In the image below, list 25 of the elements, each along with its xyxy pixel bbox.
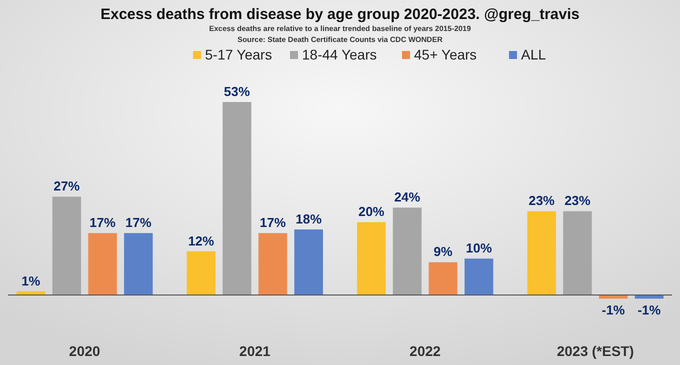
data-label: 17%	[90, 215, 116, 230]
data-label: 1%	[21, 273, 41, 288]
legend-label: 45+ Years	[414, 46, 477, 62]
data-label: 20%	[358, 204, 385, 220]
data-label: 27%	[54, 178, 80, 194]
legend-label: 18-44 Years	[302, 46, 377, 62]
data-label: -1%	[602, 302, 626, 318]
data-label: 12%	[188, 233, 215, 248]
x-tick-label: 2022	[410, 343, 441, 359]
legend-label: ALL	[521, 46, 546, 62]
x-tick-label: 2021	[239, 343, 271, 359]
data-label: 24%	[394, 190, 421, 205]
data-label: 23%	[528, 193, 556, 208]
data-label: 17%	[125, 215, 152, 230]
legend-label: 5-17 Years	[205, 46, 272, 62]
chart-title: Excess deaths from disease by age group 2020-2023. @greg_travis	[100, 6, 580, 23]
data-label: 17%	[260, 215, 286, 230]
data-label: 18%	[296, 211, 322, 226]
data-label: 23%	[564, 193, 591, 208]
data-label: 10%	[466, 240, 492, 256]
x-tick-label: 2020	[69, 343, 100, 359]
x-tick-label: 2023 (*EST)	[556, 343, 634, 359]
data-label: -1%	[638, 302, 662, 318]
data-label: 53%	[224, 84, 250, 99]
data-label: 9%	[434, 244, 453, 260]
